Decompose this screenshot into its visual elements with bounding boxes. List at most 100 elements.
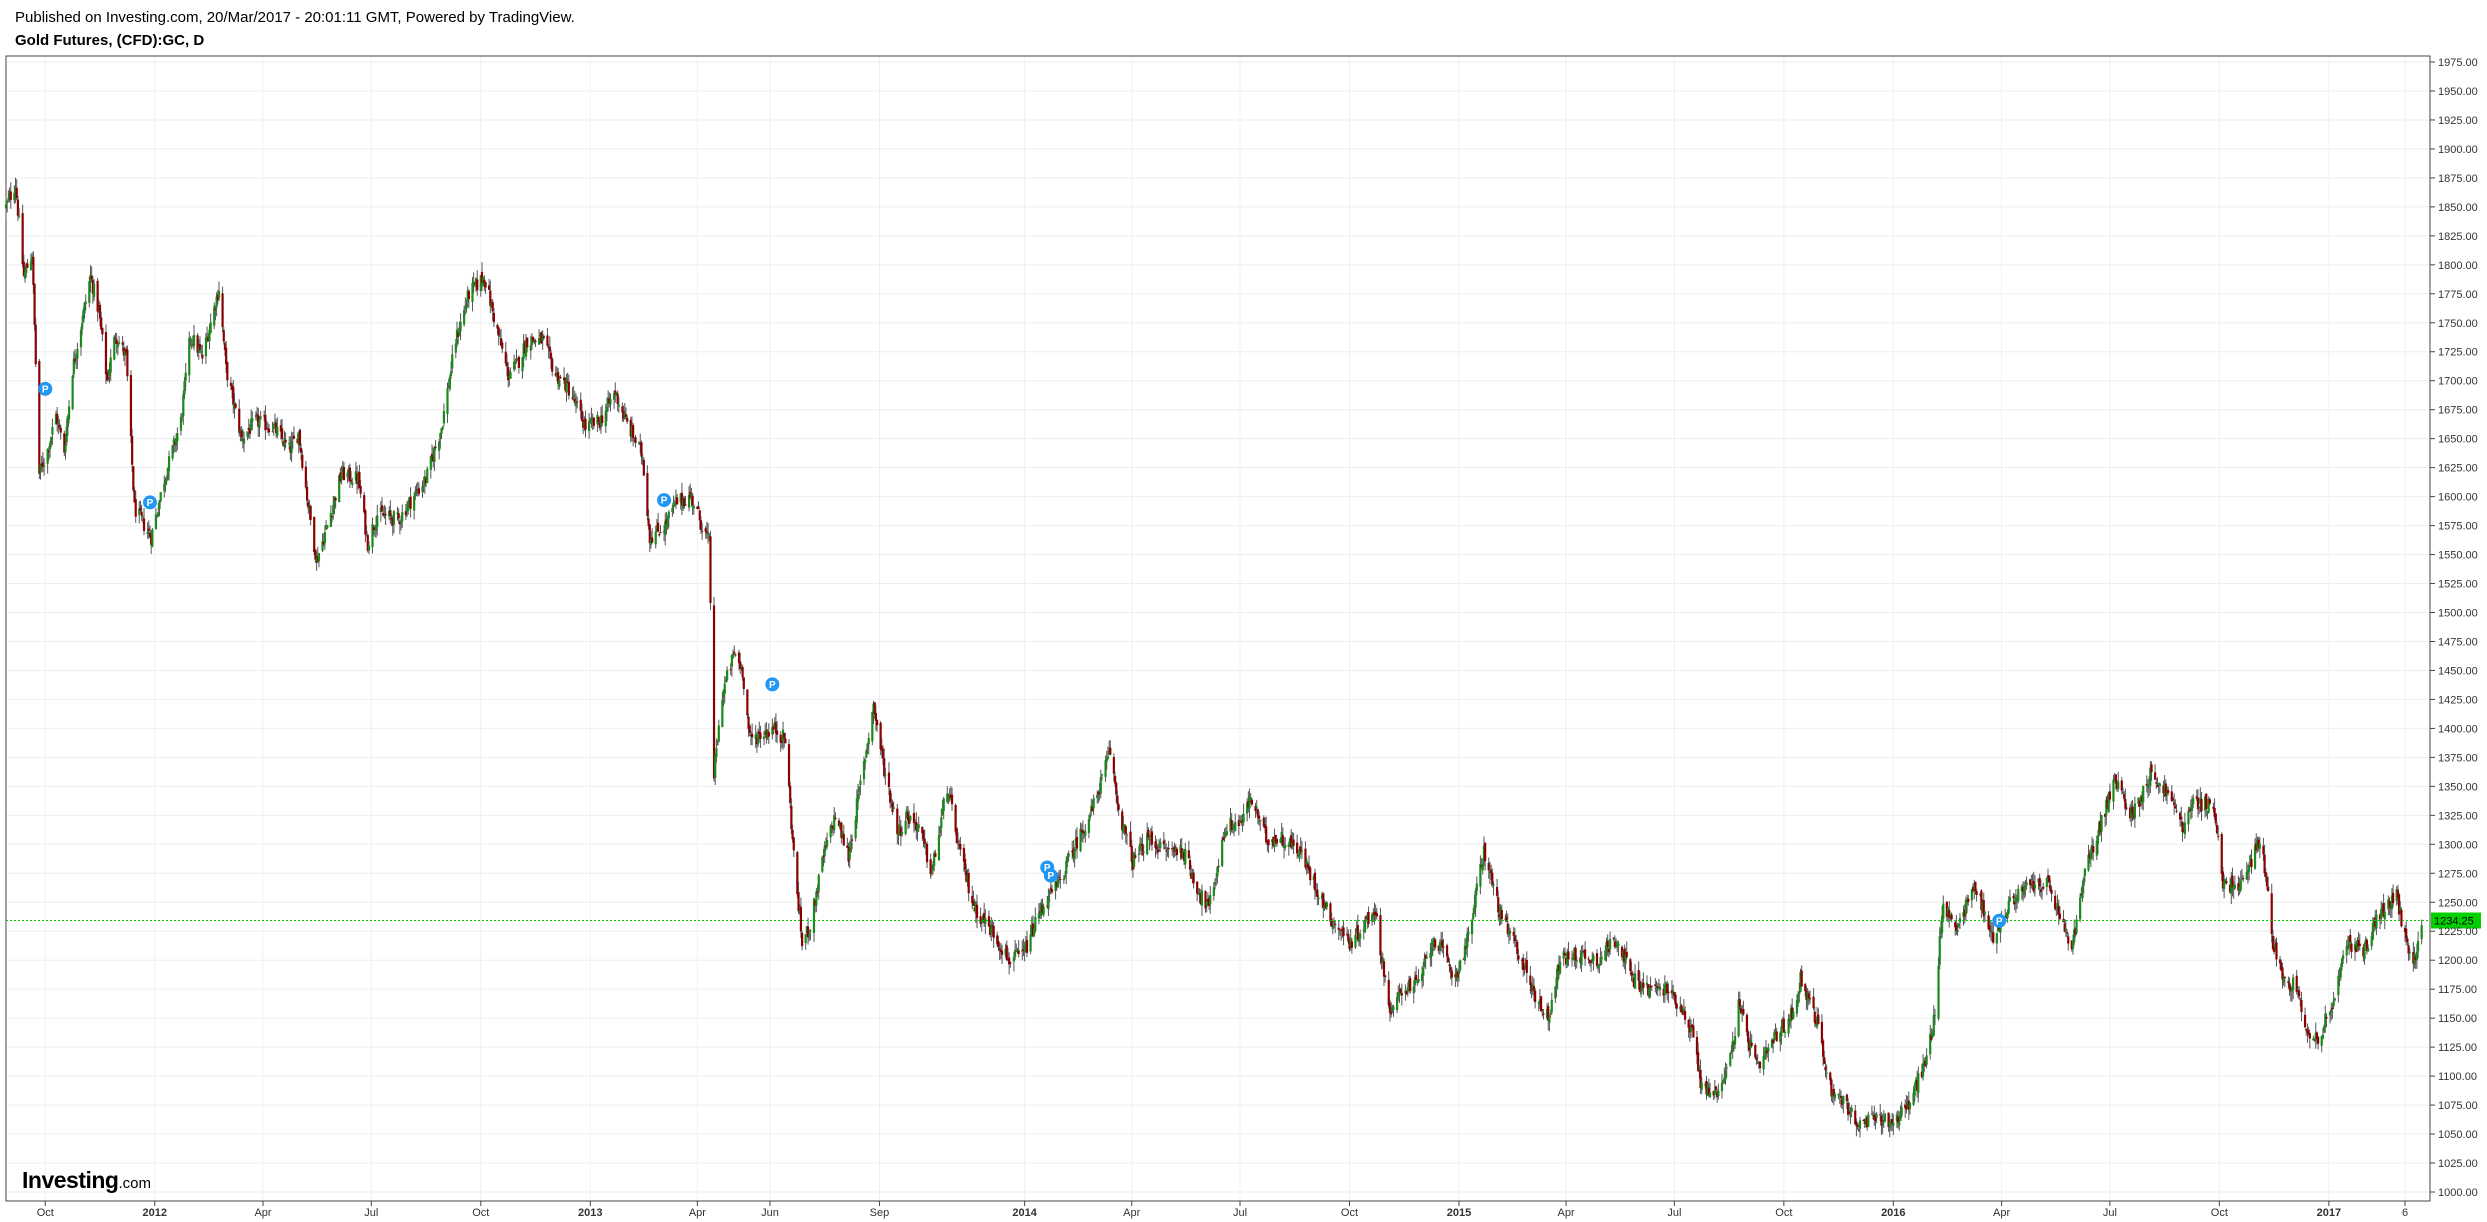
investing-logo[interactable]: Investing.com (22, 1167, 151, 1194)
event-marker[interactable]: P (38, 381, 53, 396)
candle-down (747, 716, 750, 729)
candle-down (955, 828, 958, 844)
candle-down (2295, 975, 2298, 993)
candle-up (766, 730, 769, 738)
candle-up (541, 335, 544, 341)
candle-down (1223, 837, 1226, 839)
candle-down (2092, 845, 2095, 853)
candle-up (1023, 946, 1026, 953)
candle-up (1979, 893, 1982, 895)
candle-down (1675, 1003, 1678, 1009)
candle-down (949, 794, 952, 798)
candle-up (463, 309, 466, 325)
candle-down (1388, 1002, 1392, 1013)
candle-down (624, 414, 628, 418)
candle-down (1829, 1072, 1832, 1081)
candle-down (1274, 835, 1277, 842)
candle-down (776, 730, 779, 735)
candle-down (1924, 1060, 1927, 1067)
candle-down (696, 506, 699, 510)
candle-down (906, 812, 910, 821)
candle-up (1756, 1063, 1759, 1065)
candle-up (239, 429, 242, 435)
candle-up (1713, 1090, 1716, 1095)
candle-down (1379, 915, 1382, 956)
candle-up (1664, 982, 1668, 988)
candle-up (1580, 953, 1583, 965)
candle-up (1432, 937, 1436, 944)
candle-up (438, 441, 441, 451)
candle-up (825, 840, 829, 847)
candle-down (2132, 814, 2135, 819)
candle-down (1462, 958, 1465, 960)
candle-down (214, 308, 217, 310)
candle-down (971, 895, 974, 904)
y-tick-label: 1350.00 (2438, 781, 2478, 793)
x-tick-label: Apr (1993, 1207, 2010, 1219)
y-tick-label: 1325.00 (2438, 810, 2478, 822)
candle-up (858, 787, 861, 792)
candle-down (1525, 960, 1528, 974)
candle-up (854, 819, 857, 839)
candle-down (2108, 791, 2111, 800)
candle-down (59, 427, 62, 433)
candle-up (849, 842, 852, 852)
candle-down (683, 498, 686, 507)
candle-down (2179, 812, 2182, 820)
candle-down (1745, 1014, 1749, 1033)
y-tick-label: 1525.00 (2438, 579, 2478, 591)
candle-up (508, 376, 511, 379)
candle-up (246, 431, 249, 438)
candle-down (226, 362, 229, 381)
candle-up (1917, 1073, 1920, 1093)
candle-up (2353, 943, 2357, 951)
candle-up (872, 703, 875, 715)
candle-up (2130, 808, 2133, 818)
candle-up (866, 743, 869, 749)
candle-up (271, 431, 274, 433)
candle-up (1913, 1084, 1916, 1096)
candle-down (2214, 813, 2217, 824)
candle-up (472, 281, 475, 285)
candle-up (1864, 1119, 1868, 1125)
candle-down (1547, 1006, 1550, 1021)
candle-up (89, 274, 92, 283)
candle-down (551, 358, 554, 372)
candle-up (2005, 914, 2008, 917)
candle-up (2056, 902, 2059, 909)
y-tick-label: 1700.00 (2438, 376, 2478, 388)
candle-up (664, 521, 667, 536)
candle-down (2287, 981, 2290, 984)
candle-down (1491, 872, 1494, 886)
candle-up (71, 375, 74, 409)
candle-up (1831, 1091, 1834, 1097)
candle-up (805, 926, 808, 934)
candle-down (391, 517, 394, 526)
candle-up (242, 438, 246, 444)
candle-up (2040, 887, 2044, 890)
candle-up (1798, 991, 1801, 995)
candle-up (714, 755, 717, 778)
event-marker[interactable]: P (1992, 913, 2007, 928)
event-marker[interactable]: P (657, 493, 672, 508)
candle-down (889, 790, 892, 803)
candle-down (1873, 1114, 1876, 1120)
candle-down (2250, 858, 2253, 868)
candle-up (812, 898, 816, 933)
candle-down (307, 502, 310, 508)
candle-down (1262, 817, 1265, 827)
candle-down (114, 337, 117, 339)
event-marker[interactable]: P (765, 677, 780, 692)
event-marker[interactable]: P (1043, 868, 1058, 883)
candle-down (1812, 996, 1815, 1009)
candle-up (2157, 782, 2160, 785)
candle-down (755, 737, 758, 744)
candle-up (1562, 951, 1565, 959)
event-marker[interactable]: P (142, 495, 157, 510)
candle-up (2230, 879, 2233, 894)
event-marker-bubble (1043, 868, 1058, 883)
candle-up (458, 330, 461, 336)
candle-down (1072, 848, 1075, 858)
candle-down (734, 654, 737, 656)
